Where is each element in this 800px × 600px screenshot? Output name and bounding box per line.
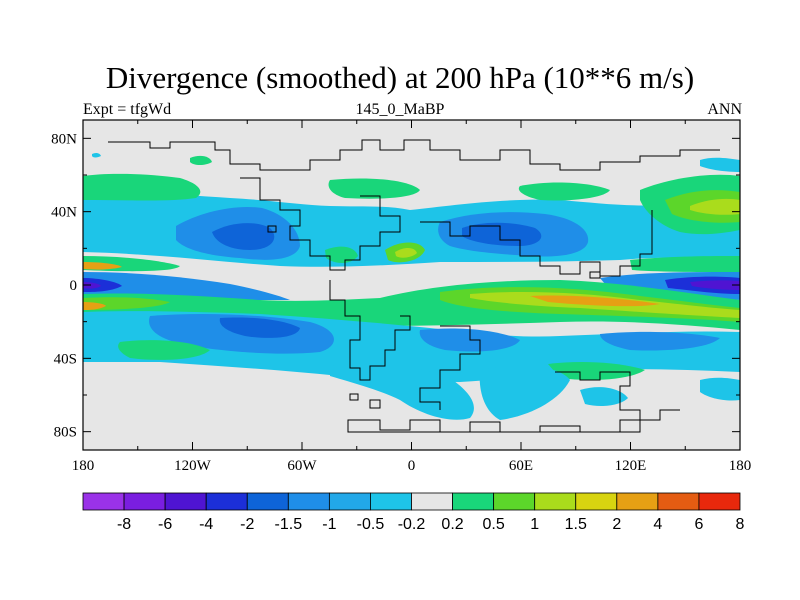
longitude-axis: 180 120W 60W 0 60E 120E 180 [72,120,752,474]
colorbar-swatch [287,492,330,511]
eq-warm-band-east [630,256,740,272]
coastline-africa [420,210,653,277]
divergence-field [83,152,740,420]
colorbar-label: -6 [158,516,172,533]
colorbar-label: 1 [530,516,539,533]
colorbar-swatch [657,492,700,511]
lon-tick-label: 180 [729,458,752,474]
colorbar-label: -0.5 [357,516,385,533]
sh-cyan-track [330,363,474,420]
nh-speckle-1 [92,152,101,158]
coastline-south-gondwana [419,325,481,410]
nh-green-arctic [190,155,212,165]
sh-orange-band-east [530,295,660,307]
sh-blue-deep [219,317,300,338]
coastline-south-america [329,280,411,381]
colorbar-swatch [205,492,248,511]
colorbar [82,492,741,511]
colorbar-swatch [246,492,289,511]
latitude-axis: 80N 40N 0 40S 80S [51,131,740,441]
nh-speckle-2 [700,157,740,172]
colorbar-label: 8 [736,516,745,533]
coastline-india-aus [555,371,680,421]
season-label: ANN [707,101,742,118]
colorbar-swatch [575,492,618,511]
sh-green-patch-1 [118,340,210,360]
sh-orange-west [83,302,106,310]
colorbar-label: 0.5 [483,516,505,533]
colorbar-label: 4 [653,516,662,533]
colorbar-swatch [534,492,577,511]
nh-blue-deep [212,223,275,250]
lat-tick-label: 40N [51,205,77,221]
nh-subtropic-yellow [395,247,417,258]
coastlines [108,139,720,433]
eq-orange-west-n [83,262,122,270]
colorbar-swatch [328,492,371,511]
colorbar-swatch [164,492,207,511]
nh-subtropic-green-2 [325,246,358,263]
nh-yellow-east [690,198,740,215]
nh-green-asia [518,182,610,201]
lat-tick-label: 40S [54,351,77,367]
colorbar-label: 1.5 [565,516,587,533]
lat-tick-label: 80S [54,425,77,441]
lon-tick-label: 60E [509,458,533,474]
lat-tick-label: 0 [70,278,78,294]
sh-cyan-track-3 [580,387,628,406]
colorbar-swatch [123,492,166,511]
colorbar-label: -1 [322,516,336,533]
colorbar-label: 0.2 [441,516,463,533]
eq-blue-band [83,272,290,300]
colorbar-swatch [82,492,125,511]
eq-violet-west [83,282,101,289]
nh-green-west [83,173,201,201]
colorbar-label: 6 [694,516,703,533]
coastline-arctic-west [108,139,720,171]
colorbar-swatch [452,492,495,511]
colorbar-swatch [698,492,741,511]
nh-blue-deep-east [462,222,542,246]
eq-deep-blue-west [83,278,122,292]
coastline-islands [267,225,601,409]
sh-lime-band [83,297,170,310]
colorbar-labels: -8 -6 -4 -2 -1.5 -1 -0.5 -0.2 0.2 0.5 1 1.5 2 4 6 8 [117,516,745,533]
sh-cyan-track-2 [479,365,570,420]
sh-green-patch-2 [548,362,645,380]
colorbar-label: -4 [199,516,213,533]
colorbar-swatch [616,492,659,511]
experiment-label: Expt = tfgWd [83,101,172,118]
colorbar-label: -0.2 [398,516,426,533]
colorbar-label: 2 [612,516,621,533]
colorbar-swatch [370,492,412,511]
colorbar-label: -8 [117,516,131,533]
colorbar-swatch [493,492,536,511]
lon-tick-label: 0 [408,458,416,474]
colorbar-swatch [411,492,453,511]
colorbar-label: -2 [240,516,254,533]
nh-green-mid [328,178,420,199]
coastline-north-america [240,177,401,271]
case-label: 145_0_MaBP [355,101,445,118]
map-title: Divergence (smoothed) at 200 hPa (10**6 … [105,60,695,95]
map-plot-area [83,120,740,450]
lon-tick-label: 120E [615,458,647,474]
sh-blue-core-far-east [600,331,720,351]
lat-tick-label: 80N [51,131,77,147]
lon-tick-label: 120W [174,458,212,474]
colorbar-label: -1.5 [275,516,303,533]
eq-violet-east [690,280,740,290]
coastline-antarctica [347,419,641,433]
lon-tick-label: 60W [287,458,317,474]
sh-cyan-track-4 [700,377,740,401]
lon-tick-label: 180 [72,458,95,474]
